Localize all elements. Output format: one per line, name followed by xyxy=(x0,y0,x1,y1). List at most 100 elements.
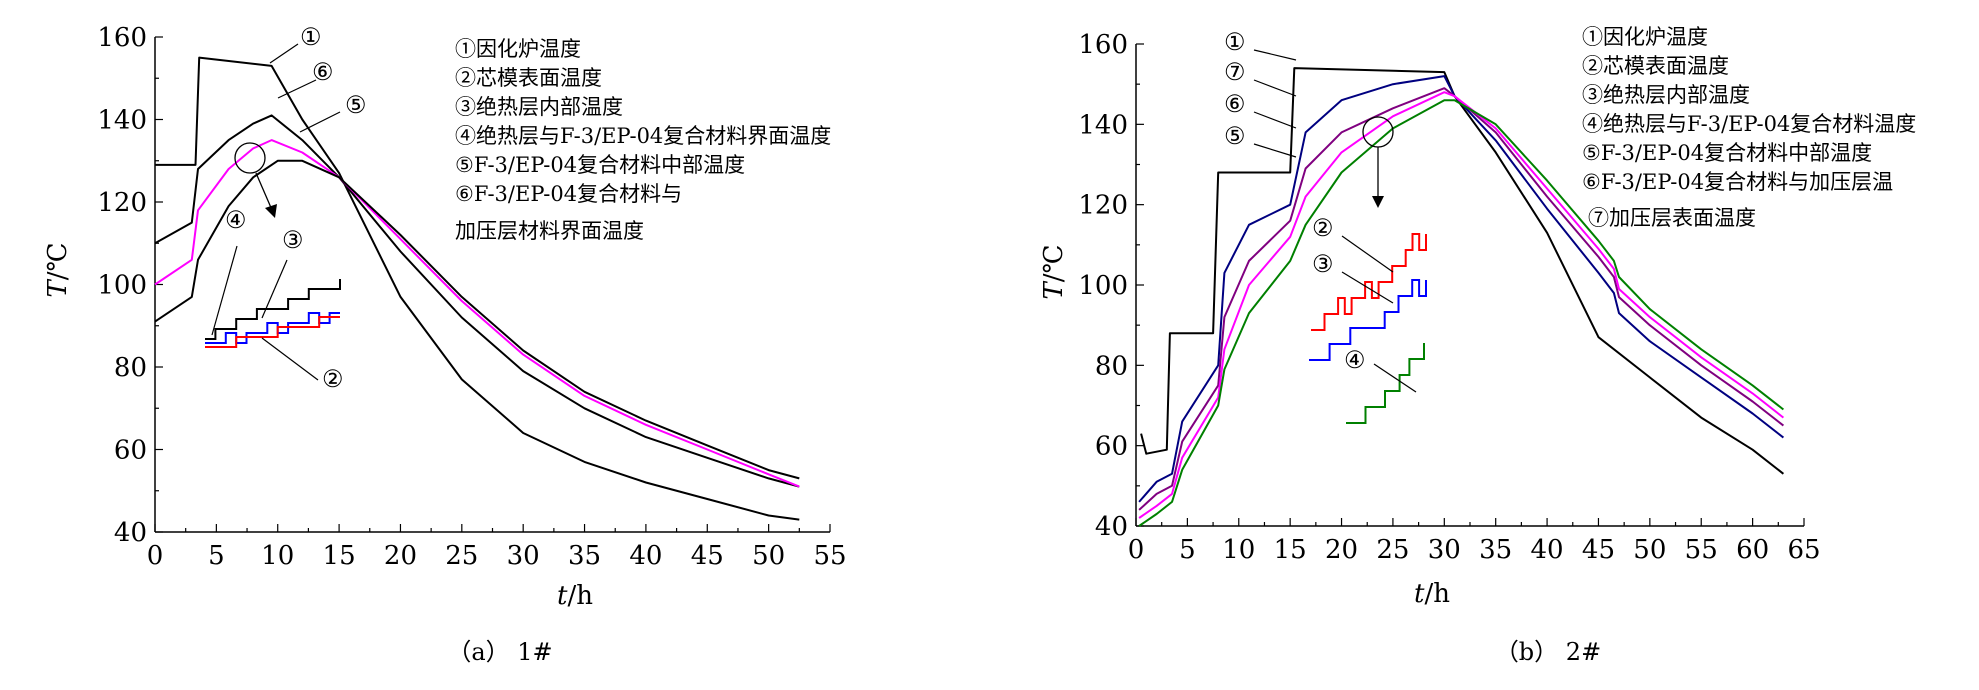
callout-4-a: ④ xyxy=(225,206,247,234)
series-line-b-1 xyxy=(1140,67,1785,475)
x-tick-label-b: 0 xyxy=(1128,535,1145,565)
callout-2-a: ② xyxy=(322,365,344,393)
leader-line-3-b xyxy=(1341,271,1394,304)
chart-panel-a: 0 5 10 15 20 25 30 35 40 45 50 55 40 60 80 100 120 140 160… xyxy=(43,23,847,666)
leader-line-2-a xyxy=(261,337,319,381)
y-axis-label-b: T/℃ xyxy=(1039,244,1069,299)
zoom-arrow-a xyxy=(255,172,273,211)
leader-line-4-a xyxy=(211,245,238,336)
x-tick-label-a: 45 xyxy=(691,541,724,571)
legend-a-item-6: ⑥F-3/EP-04复合材料与 xyxy=(455,182,682,206)
x-tick-label-b: 40 xyxy=(1531,535,1564,565)
legend-b-item-5: ⑤F-3/EP-04复合材料中部温度 xyxy=(1582,141,1872,165)
legend-b-item-1: ①因化炉温度 xyxy=(1582,25,1708,49)
callouts-b: ① ⑦ ⑥ ⑤ ② ③ ④ xyxy=(1224,28,1417,393)
callout-1-a: ① xyxy=(300,23,322,51)
x-tick-label-a: 55 xyxy=(813,541,846,571)
legend-a: ①因化炉温度 ②芯模表面温度 ③绝热层内部温度 ④绝热层与F-3/EP-04复合… xyxy=(455,37,831,243)
zoom-circle-a xyxy=(234,142,266,174)
x-tick-label-a: 30 xyxy=(507,541,540,571)
legend-b-item-2: ②芯模表面温度 xyxy=(1582,54,1729,78)
y-tick-label-a: 40 xyxy=(114,518,147,548)
series-line-a-1 xyxy=(155,56,800,521)
x-tick-label-b: 25 xyxy=(1376,535,1409,565)
inset-step-line-a-1 xyxy=(205,279,341,340)
x-tick-label-b: 50 xyxy=(1633,535,1666,565)
callout-5-a: ⑤ xyxy=(345,91,367,119)
x-tick-label-b: 5 xyxy=(1179,535,1196,565)
x-tick-label-b: 60 xyxy=(1736,535,1769,565)
inset-step-line-b-2 xyxy=(1309,279,1427,361)
y-tick-label-b: 80 xyxy=(1095,351,1128,381)
series-line-a-4 xyxy=(154,159,800,480)
legend-a-item-5: ⑤F-3/EP-04复合材料中部温度 xyxy=(455,153,745,177)
callout-4-b: ④ xyxy=(1344,346,1366,374)
series-line-b-3 xyxy=(1138,87,1785,511)
x-tick-label-a: 35 xyxy=(568,541,601,571)
leader-line-4-b xyxy=(1373,363,1417,393)
series-line-b-5 xyxy=(1138,99,1785,527)
leader-line-3-a xyxy=(261,259,288,319)
leader-line-5-a xyxy=(299,111,341,133)
x-tick-label-a: 0 xyxy=(147,541,164,571)
callout-1-b: ① xyxy=(1224,28,1246,56)
callout-5-b: ⑤ xyxy=(1224,122,1246,150)
y-tick-label-a: 100 xyxy=(97,271,147,301)
callout-6-b: ⑥ xyxy=(1224,90,1246,118)
series-line-a-2 xyxy=(154,114,800,488)
legend-a-item-7: 加压层材料界面温度 xyxy=(455,219,644,243)
inset-step-line-a-3 xyxy=(205,316,340,348)
x-tick-label-b: 20 xyxy=(1325,535,1358,565)
legend-b-item-4: ④绝热层与F-3/EP-04复合材料温度 xyxy=(1582,112,1916,136)
y-tick-label-b: 120 xyxy=(1078,191,1128,221)
y-tick-label-b: 60 xyxy=(1095,432,1128,462)
x-tick-label-b: 55 xyxy=(1685,535,1718,565)
caption-a: （a） 1# xyxy=(447,638,552,666)
series-line-b-2 xyxy=(1138,75,1785,503)
legend-a-item-4: ④绝热层与F-3/EP-04复合材料界面温度 xyxy=(455,124,831,148)
callouts-a: ① ⑥ ⑤ ④ ③ ② xyxy=(211,23,367,393)
y-tick-label-b: 160 xyxy=(1078,30,1128,60)
chart-panel-b: 0 5 10 15 20 25 30 35 40 45 50 55 60 65 40 60 80 100 120 14… xyxy=(1039,25,1916,666)
y-tick-label-b: 40 xyxy=(1095,512,1128,542)
zoom-arrowhead-b xyxy=(1372,196,1384,208)
callout-6-a: ⑥ xyxy=(312,58,334,86)
x-tick-label-b: 15 xyxy=(1274,535,1307,565)
x-tick-label-b: 10 xyxy=(1222,535,1255,565)
callout-3-b: ③ xyxy=(1312,250,1334,278)
caption-b: （b） 2# xyxy=(1495,638,1601,666)
leader-line-1-a xyxy=(269,43,299,64)
series-line-b-4 xyxy=(1138,91,1785,519)
leader-line-5-b xyxy=(1253,143,1297,158)
inset-step-line-b-3 xyxy=(1346,343,1425,424)
legend-b-item-7: ⑦加压层表面温度 xyxy=(1588,206,1756,230)
leader-line-7-b xyxy=(1253,79,1297,97)
series-line-a-3 xyxy=(154,139,800,488)
leader-line-6-a xyxy=(277,79,317,99)
leader-line-1-b xyxy=(1253,49,1297,61)
x-tick-label-a: 40 xyxy=(629,541,662,571)
legend-a-item-1: ①因化炉温度 xyxy=(455,37,581,61)
legend-a-item-2: ②芯模表面温度 xyxy=(455,66,602,90)
y-axis-label-a: T/℃ xyxy=(43,242,73,297)
x-tick-label-a: 25 xyxy=(445,541,478,571)
x-axis-label-b: t/h xyxy=(1414,579,1450,609)
legend-b: ①因化炉温度 ②芯模表面温度 ③绝热层内部温度 ④绝热层与F-3/EP-04复合… xyxy=(1582,25,1916,230)
x-tick-label-b: 35 xyxy=(1479,535,1512,565)
leader-line-6-b xyxy=(1253,111,1297,129)
series-group-a xyxy=(154,56,800,521)
x-tick-label-a: 50 xyxy=(752,541,785,571)
x-tick-label-a: 5 xyxy=(208,541,225,571)
zoom-arrowhead-a xyxy=(265,204,277,218)
x-tick-label-a: 20 xyxy=(384,541,417,571)
axes-a: 0 5 10 15 20 25 30 35 40 45 50 55 40 60 80 100 120 140 160 xyxy=(97,23,846,571)
legend-b-item-3: ③绝热层内部温度 xyxy=(1582,83,1750,107)
x-tick-label-b: 65 xyxy=(1787,535,1820,565)
y-tick-label-b: 140 xyxy=(1078,110,1128,140)
x-tick-label-b: 30 xyxy=(1428,535,1461,565)
leader-line-2-b xyxy=(1341,235,1394,273)
y-tick-label-a: 80 xyxy=(114,353,147,383)
x-tick-label-b: 45 xyxy=(1582,535,1615,565)
